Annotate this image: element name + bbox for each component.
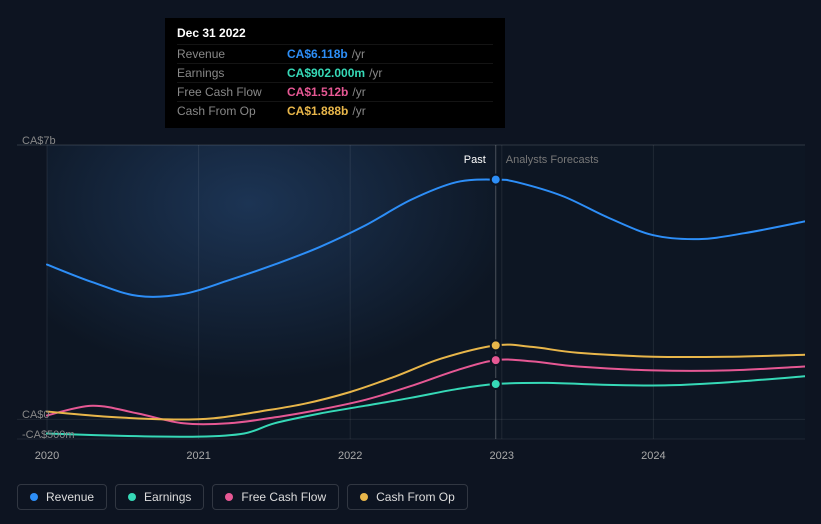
tooltip-metric-label: Cash From Op: [177, 104, 287, 118]
chart-tooltip: Dec 31 2022 RevenueCA$6.118b/yrEarningsC…: [165, 18, 505, 128]
tooltip-metric-value: CA$902.000m: [287, 66, 365, 80]
legend-dot-icon: [360, 493, 368, 501]
x-axis-label: 2020: [35, 450, 59, 462]
chart-legend: Revenue Earnings Free Cash Flow Cash From O…: [17, 484, 468, 510]
forecast-label: Analysts Forecasts: [506, 154, 599, 166]
past-label: Past: [464, 154, 486, 166]
legend-dot-icon: [128, 493, 136, 501]
legend-item[interactable]: Revenue: [17, 484, 107, 510]
legend-item[interactable]: Cash From Op: [347, 484, 468, 510]
tooltip-metric-value: CA$6.118b: [287, 47, 348, 61]
x-axis-label: 2024: [641, 450, 665, 462]
tooltip-metric-value: CA$1.512b: [287, 85, 348, 99]
tooltip-metric-unit: /yr: [352, 104, 365, 118]
series-marker: [491, 355, 501, 365]
tooltip-metric-label: Revenue: [177, 47, 287, 61]
tooltip-row: EarningsCA$902.000m/yr: [177, 63, 493, 82]
legend-label: Cash From Op: [376, 490, 455, 504]
x-axis-label: 2021: [186, 450, 210, 462]
tooltip-rows: RevenueCA$6.118b/yrEarningsCA$902.000m/y…: [177, 44, 493, 120]
y-axis-label: CA$7b: [22, 135, 56, 147]
legend-item[interactable]: Earnings: [115, 484, 204, 510]
tooltip-metric-label: Free Cash Flow: [177, 85, 287, 99]
legend-dot-icon: [30, 493, 38, 501]
chart-svg: [17, 128, 805, 483]
series-marker: [491, 340, 501, 350]
legend-item[interactable]: Free Cash Flow: [212, 484, 339, 510]
legend-label: Revenue: [46, 490, 94, 504]
tooltip-metric-unit: /yr: [352, 47, 365, 61]
tooltip-metric-unit: /yr: [352, 85, 365, 99]
y-axis-label: CA$0: [22, 409, 50, 421]
x-axis-label: 2022: [338, 450, 362, 462]
tooltip-metric-value: CA$1.888b: [287, 104, 348, 118]
tooltip-date: Dec 31 2022: [177, 26, 493, 44]
y-axis-label: -CA$500m: [22, 429, 75, 441]
tooltip-metric-unit: /yr: [369, 66, 382, 80]
series-marker: [491, 379, 501, 389]
legend-label: Earnings: [144, 490, 191, 504]
tooltip-row: Free Cash FlowCA$1.512b/yr: [177, 82, 493, 101]
legend-label: Free Cash Flow: [241, 490, 326, 504]
earnings-revenue-chart: CA$7b CA$0 -CA$500m 2020 2021 2022 2023 2024 Pas…: [17, 128, 805, 478]
tooltip-row: RevenueCA$6.118b/yr: [177, 44, 493, 63]
x-axis-label: 2023: [490, 450, 514, 462]
series-marker: [491, 175, 501, 185]
legend-dot-icon: [225, 493, 233, 501]
tooltip-row: Cash From OpCA$1.888b/yr: [177, 101, 493, 120]
tooltip-metric-label: Earnings: [177, 66, 287, 80]
